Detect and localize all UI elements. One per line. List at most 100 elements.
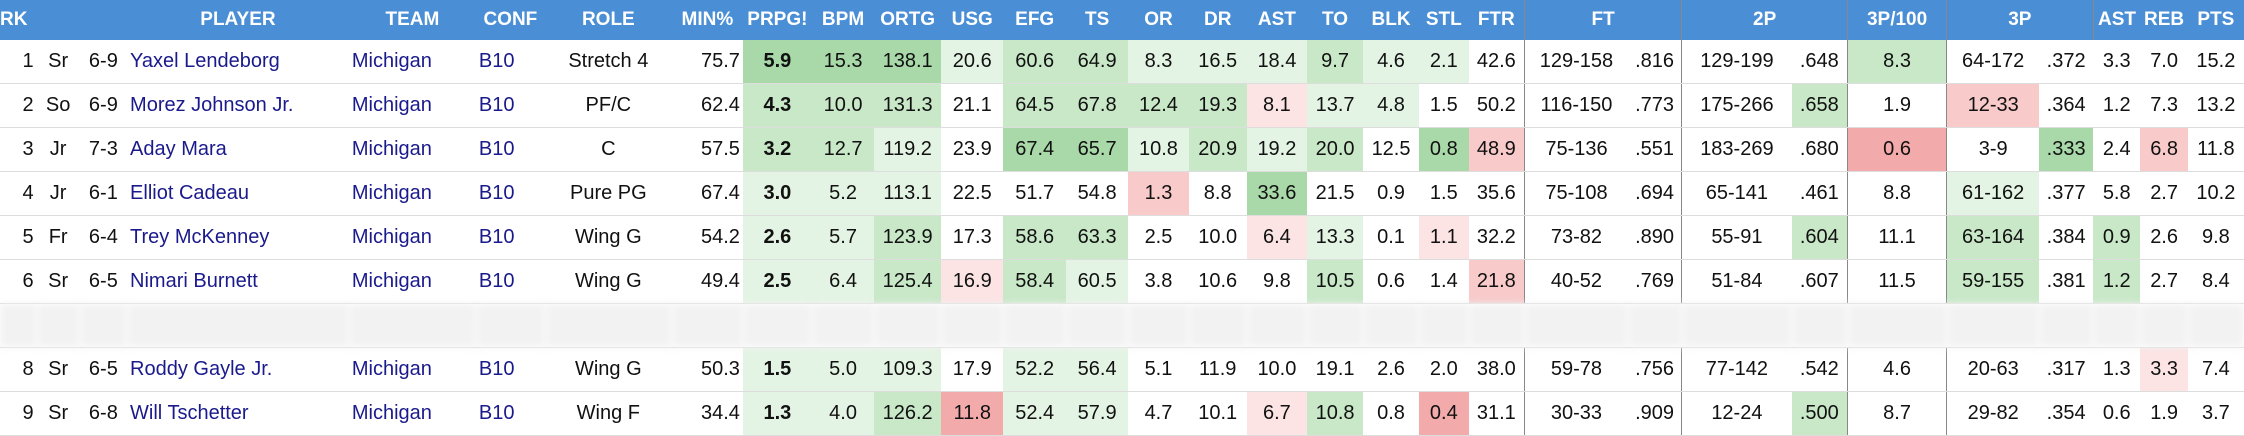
stat-cell: 65-141: [1681, 171, 1792, 216]
player-name: Nimari Burnett: [127, 259, 349, 304]
stat-cell: 20.9: [1188, 127, 1247, 172]
blurred-cell: [1524, 303, 1628, 348]
column-header: EFG: [1003, 0, 1066, 40]
stat-cell: 9.8: [2187, 215, 2244, 260]
stat-cell: 34.4: [671, 391, 743, 436]
stat-cell: 10.2: [2187, 171, 2244, 216]
stat-cell: B10: [475, 391, 545, 436]
stat-cell: 16.9: [941, 259, 1004, 304]
stat-cell: 6.4: [1246, 215, 1308, 260]
stat-cell: 19.1: [1307, 347, 1364, 392]
stat-cell: .909: [1627, 391, 1682, 436]
stat-cell: 6-9: [79, 83, 128, 128]
stat-cell: 116-150: [1524, 83, 1628, 128]
column-header: DR: [1188, 0, 1247, 40]
player-name: Morez Johnson Jr.: [127, 83, 349, 128]
stat-cell: 21.5: [1307, 171, 1364, 216]
stat-cell: 1.2: [2093, 83, 2141, 128]
blurred-cell: [544, 303, 672, 348]
stat-cell: 61-162: [1946, 171, 2040, 216]
stat-cell: 1.3: [742, 391, 812, 436]
stat-cell: 125.4: [874, 259, 942, 304]
header-row: RK PLAYER TEAM CONF ROLE MIN% PRPG! BPM ORTG USG E…: [0, 0, 2244, 40]
stat-cell: 19.2: [1246, 127, 1308, 172]
stat-cell: 0.8: [1419, 127, 1469, 172]
blank-header: [79, 0, 128, 40]
stat-cell: Sr: [36, 391, 80, 436]
stat-cell: .816: [1627, 40, 1682, 84]
stat-cell: 19.3: [1188, 83, 1247, 128]
stat-cell: 2.1: [1419, 40, 1469, 84]
stat-cell: 51.7: [1003, 171, 1066, 216]
stat-cell: 21.8: [1468, 259, 1525, 304]
stat-cell: 12.5: [1363, 127, 1420, 172]
stat-cell: 1.9: [2140, 391, 2188, 436]
stat-cell: 15.2: [2187, 40, 2244, 84]
stat-cell: Wing G: [544, 215, 672, 260]
stat-cell: 60.6: [1003, 40, 1066, 84]
blurred-cell: [1307, 303, 1364, 348]
stat-cell: 64.5: [1003, 83, 1066, 128]
column-header: 3P: [1946, 0, 2094, 40]
stat-cell: 2.0: [1419, 347, 1469, 392]
stat-cell: 30-33: [1524, 391, 1628, 436]
stat-cell: 29-82: [1946, 391, 2040, 436]
stat-cell: 13.3: [1307, 215, 1364, 260]
stat-cell: 49.4: [671, 259, 743, 304]
column-header: TS: [1065, 0, 1129, 40]
stat-cell: 52.4: [1003, 391, 1066, 436]
blurred-cell: [2140, 303, 2188, 348]
stat-cell: 50.2: [1468, 83, 1525, 128]
stat-cell: 10.8: [1307, 391, 1364, 436]
player-name: Elliot Cadeau: [127, 171, 349, 216]
stat-cell: 0.8: [1363, 391, 1420, 436]
stat-cell: Jr: [36, 171, 80, 216]
stat-cell: 5: [0, 215, 37, 260]
blurred-cell: [2039, 303, 2094, 348]
stat-cell: 138.1: [874, 40, 942, 84]
stat-cell: 10.0: [1188, 215, 1247, 260]
stat-cell: Fr: [36, 215, 80, 260]
stat-cell: 5.8: [2093, 171, 2141, 216]
stat-cell: 52.2: [1003, 347, 1066, 392]
stat-cell: 22.5: [941, 171, 1004, 216]
stat-cell: 0.9: [2093, 215, 2141, 260]
stat-cell: 6-5: [79, 259, 128, 304]
stat-cell: 58.4: [1003, 259, 1066, 304]
stat-cell: Stretch 4: [544, 40, 672, 84]
stat-cell: 2.6: [742, 215, 812, 260]
stat-cell: 64-172: [1946, 40, 2040, 84]
stat-cell: .384: [2039, 215, 2094, 260]
blurred-cell: [1468, 303, 1525, 348]
stat-cell: Sr: [36, 347, 80, 392]
stat-cell: 7.0: [2140, 40, 2188, 84]
column-header: AST: [1246, 0, 1308, 40]
stat-cell: 55-91: [1681, 215, 1792, 260]
stat-cell: 65.7: [1065, 127, 1129, 172]
stat-cell: 6-1: [79, 171, 128, 216]
player-row: 9 Sr 6-8 Will Tschetter Michigan B10 Wing F 34.…: [0, 391, 2244, 436]
stat-cell: 183-269: [1681, 127, 1792, 172]
stat-cell: 3.3: [2140, 347, 2188, 392]
blurred-cell: [941, 303, 1004, 348]
stat-cell: 58.6: [1003, 215, 1066, 260]
column-header: TEAM: [348, 0, 476, 40]
stat-cell: 8.3: [1847, 40, 1947, 84]
stat-cell: .354: [2039, 391, 2094, 436]
stat-cell: 2.6: [1363, 347, 1420, 392]
stat-cell: 10.0: [1246, 347, 1308, 392]
stat-cell: 8.7: [1847, 391, 1947, 436]
stat-cell: .648: [1791, 40, 1848, 84]
stat-cell: .377: [2039, 171, 2094, 216]
stat-cell: 77-142: [1681, 347, 1792, 392]
stat-cell: .372: [2039, 40, 2094, 84]
column-header: PRPG!: [742, 0, 812, 40]
stat-cell: 2.4: [2093, 127, 2141, 172]
stat-cell: 0.6: [2093, 391, 2141, 436]
stat-cell: 23.9: [941, 127, 1004, 172]
player-row: 8 Sr 6-5 Roddy Gayle Jr. Michigan B10 Wing G 50…: [0, 347, 2244, 392]
stat-cell: 5.2: [811, 171, 875, 216]
stat-cell: 6.8: [2140, 127, 2188, 172]
stat-cell: 3.8: [1128, 259, 1189, 304]
